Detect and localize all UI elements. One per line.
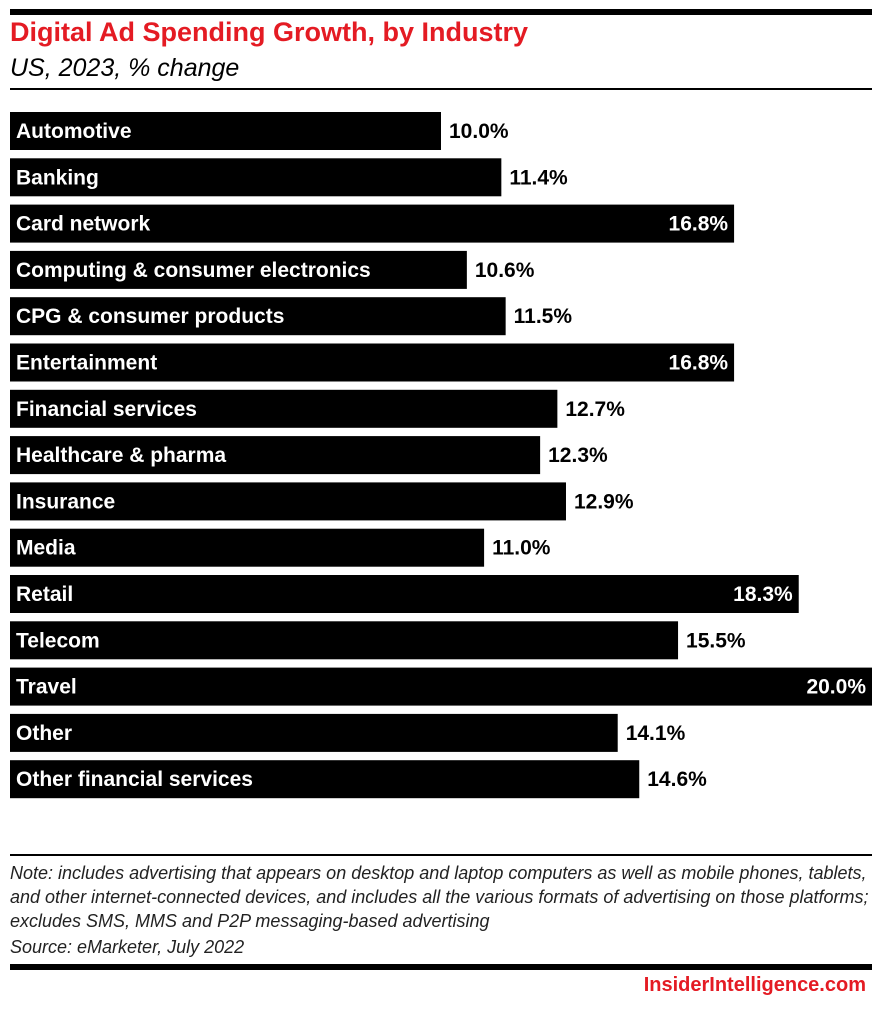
value-label: 12.3% <box>548 444 608 467</box>
bar <box>10 343 735 382</box>
chart-subtitle: US, 2023, % change <box>10 54 240 82</box>
category-label: CPG & consumer products <box>16 305 284 328</box>
bar <box>10 621 679 660</box>
value-label: 12.7% <box>565 398 625 421</box>
bar <box>10 667 872 706</box>
value-label: 11.5% <box>514 305 573 328</box>
value-label: 16.8% <box>669 352 729 375</box>
category-label: Media <box>16 537 76 560</box>
value-label: 16.8% <box>669 213 729 236</box>
value-label: 12.9% <box>574 490 634 513</box>
bar-group: Banking 11.4% <box>10 158 568 197</box>
bar <box>10 389 558 428</box>
brand-link[interactable]: InsiderIntelligence.com <box>643 974 866 996</box>
bar <box>10 713 618 752</box>
category-label: Computing & consumer electronics <box>16 259 371 282</box>
value-label: 14.1% <box>626 722 686 745</box>
bar-group: Financial services 12.7% <box>10 389 625 428</box>
value-label: 15.5% <box>686 629 746 652</box>
category-label: Telecom <box>16 629 100 652</box>
bar-group: Other 14.1% <box>10 713 686 752</box>
bar-group: Automotive 10.0% <box>10 112 509 150</box>
bar-group: Card network 16.8% <box>10 204 735 243</box>
bar <box>10 528 485 567</box>
category-label: Card network <box>16 213 151 236</box>
bar-chart: Automotive 10.0% Banking 11.4% Card network 1… <box>10 112 872 799</box>
bar-group: Computing & consumer electronics 10.6% <box>10 250 535 289</box>
value-label: 11.4% <box>509 166 568 189</box>
bar-group: Telecom 15.5% <box>10 621 746 660</box>
value-label: 14.6% <box>647 768 707 791</box>
value-label: 18.3% <box>733 583 793 606</box>
bar <box>10 250 467 289</box>
bar <box>10 112 441 150</box>
bar <box>10 204 735 243</box>
subtitle-rule <box>10 88 872 90</box>
bar-group: Travel 20.0% <box>10 667 872 706</box>
bar <box>10 482 566 521</box>
note-rule <box>10 854 872 856</box>
value-label: 10.6% <box>475 259 535 282</box>
category-label: Insurance <box>16 490 115 513</box>
bar-group: Entertainment 16.8% <box>10 343 735 382</box>
chart-source: Source: eMarketer, July 2022 <box>10 937 245 957</box>
bar <box>10 297 506 336</box>
category-label: Financial services <box>16 398 197 421</box>
chart-note: Note: includes advertising that appears … <box>10 863 869 931</box>
bar-group: Other financial services 14.6% <box>10 760 707 799</box>
bar-group: Media 11.0% <box>10 528 551 567</box>
chart-title: Digital Ad Spending Growth, by Industry <box>10 17 528 47</box>
top-rule <box>10 9 872 15</box>
bar <box>10 575 799 613</box>
category-label: Travel <box>16 676 77 699</box>
category-label: Retail <box>16 583 73 606</box>
category-label: Banking <box>16 166 99 189</box>
value-label: 10.0% <box>449 120 509 143</box>
category-label: Other <box>16 722 72 745</box>
bar <box>10 158 502 197</box>
category-label: Automotive <box>16 120 132 143</box>
category-label: Entertainment <box>16 352 157 375</box>
value-label: 11.0% <box>492 537 551 560</box>
category-label: Healthcare & pharma <box>16 444 226 467</box>
bar-group: Retail 18.3% <box>10 575 799 613</box>
bar-group: Insurance 12.9% <box>10 482 634 521</box>
bar <box>10 436 541 475</box>
category-label: Other financial services <box>16 768 253 791</box>
bar-group: Healthcare & pharma 12.3% <box>10 436 608 475</box>
bar <box>10 760 640 799</box>
bottom-rule <box>10 964 872 970</box>
bar-group: CPG & consumer products 11.5% <box>10 297 573 336</box>
value-label: 20.0% <box>806 676 866 699</box>
